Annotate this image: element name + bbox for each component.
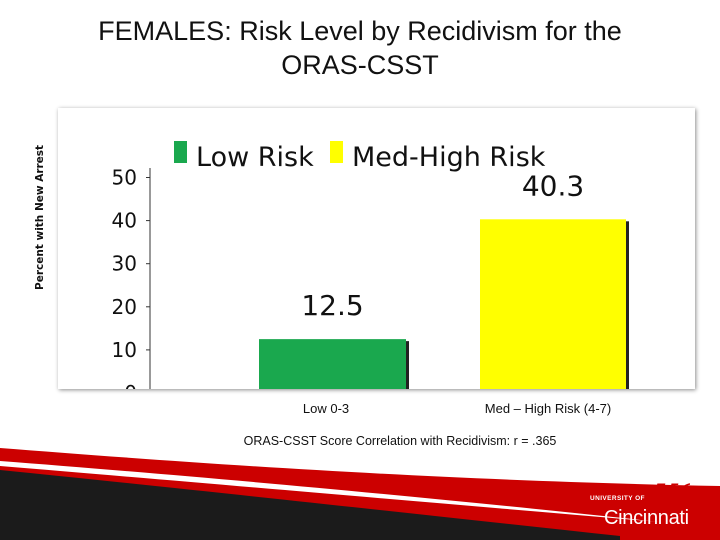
footnote: ORAS-CSST Score Correlation with Recidiv… [243, 434, 557, 448]
bar-chart: 0 10 20 30 40 50 Low Risk Med-High Risk 12.5 40.3 [112, 141, 629, 389]
value-label-med-high: 40.3 [522, 169, 584, 202]
brand-swoosh [0, 448, 720, 540]
swoosh-black [0, 470, 620, 540]
logo-text-cincinnati: Cincinnati [604, 507, 689, 529]
swoosh-white-stripe [0, 461, 660, 522]
uc-mark-icon: UC [654, 478, 690, 510]
legend-label-med-high: Med-High Risk [352, 142, 546, 173]
value-label-low: 12.5 [301, 289, 363, 322]
y-tick-label-0: 0 [124, 381, 137, 389]
legend-label-low: Low Risk [196, 142, 314, 173]
bar-low [259, 339, 406, 389]
bar-med-high [480, 219, 626, 389]
category-label-med-high: Med – High Risk (4-7) [484, 401, 612, 416]
y-tick-label-50: 50 [112, 166, 137, 190]
page-title: FEMALES: Risk Level by Recidivism for th… [0, 14, 720, 82]
logo-text-university: UNIVERSITY OF [590, 495, 645, 502]
y-axis-label: Percent with New Arrest [34, 144, 46, 290]
legend-swatch-low [174, 141, 187, 163]
y-tick-label-10: 10 [112, 338, 137, 362]
y-tick-label-20: 20 [112, 295, 137, 319]
uc-mark-text: UC [654, 478, 690, 510]
university-logo: UNIVERSITY OF Cincinnati UC [586, 478, 706, 530]
title-line-1: FEMALES: Risk Level by Recidivism for th… [98, 16, 622, 46]
chart-frame: 0 10 20 30 40 50 Low Risk Med-High Risk 12.5 40.3 [58, 108, 695, 389]
y-tick-label-40: 40 [112, 209, 137, 233]
category-label-low: Low 0-3 [302, 401, 350, 416]
legend-swatch-med-high [330, 141, 343, 163]
y-tick-label-30: 30 [112, 252, 137, 276]
title-line-2: ORAS-CSST [281, 50, 439, 80]
